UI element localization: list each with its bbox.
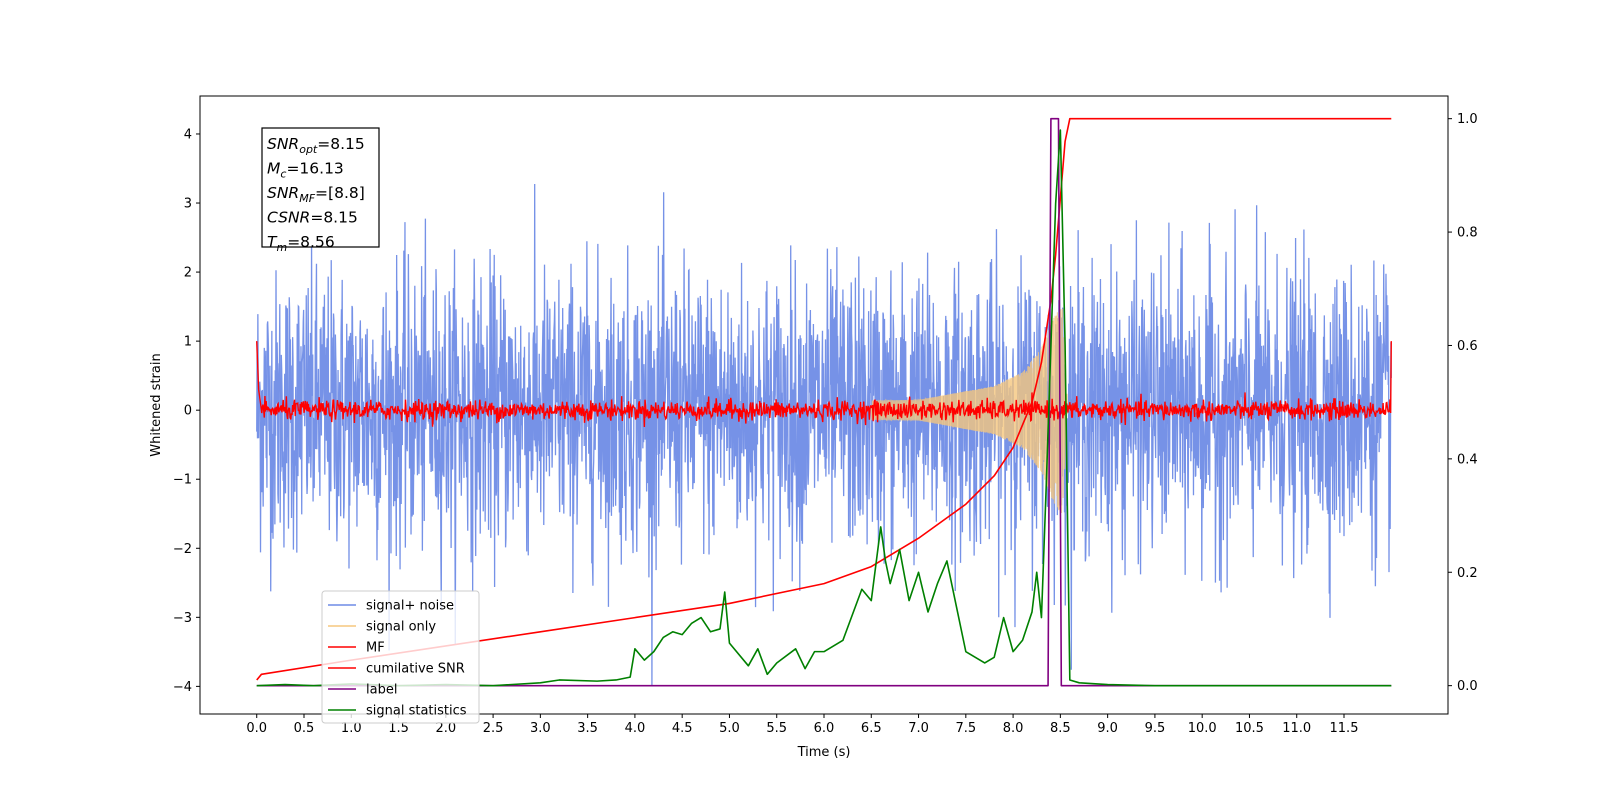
ticks-layer: 0.0 0.5 1.0 1.5 2.0 2.5 3.0 3.5 4.0 4.5 5.0 5.5 6.0 6… [173,112,1478,736]
legend-entry: signal only [366,620,436,635]
x-tick-label: 10.0 [1188,721,1217,736]
legend: signal+ noise signal only MF cumilative SNR… [321,590,480,724]
x-tick-label: 3.5 [577,721,598,736]
x-tick-label: 2.5 [483,721,504,736]
x-tick-label: 4.0 [625,721,646,736]
annotation-box: SNRopt=8.15 Mc=16.13 SNRMF=[8.8] CSNR=8.15 T… [261,127,380,254]
y-axis-label: Whitened strain [149,353,164,456]
x-tick-label: 9.0 [1097,721,1118,736]
series-signal-statistics-line [256,129,1392,687]
x-tick-label: 8.0 [1003,721,1024,736]
legend-entry: signal statistics [366,704,467,719]
y-tick-label: 1 [184,335,192,350]
x-tick-label: 0.5 [294,721,315,736]
legend-entry: label [366,683,397,698]
y-tick-label: −3 [173,611,192,626]
y2-tick-label: 1.0 [1457,112,1478,127]
legend-entry: MF [366,641,385,656]
x-tick-label: 0.0 [246,721,267,736]
y-tick-label: −2 [173,542,192,557]
x-axis-label: Time (s) [797,745,851,760]
x-tick-label: 8.5 [1050,721,1071,736]
legend-entry: signal+ noise [366,599,454,614]
annotation-line: SNRMF=[8.8] [267,184,365,205]
annotation-line: SNRopt=8.15 [267,135,365,156]
x-tick-label: 11.0 [1282,721,1311,736]
y-tick-label: −4 [173,680,192,695]
series-label-line [256,117,1392,687]
x-tick-label: 11.5 [1330,721,1359,736]
x-tick-label: 7.5 [955,721,976,736]
x-tick-label: 1.5 [388,721,409,736]
x-tick-label: 9.5 [1145,721,1166,736]
x-tick-label: 6.5 [861,721,882,736]
y-tick-label: 2 [184,266,192,281]
y2-tick-label: 0.2 [1457,566,1478,581]
legend-entry: cumilative SNR [366,662,465,677]
y-tick-label: −1 [173,473,192,488]
series-mf-line [256,341,1392,428]
annotation-line: CSNR=8.15 [267,209,358,227]
x-tick-label: 5.5 [766,721,787,736]
x-tick-label: 3.0 [530,721,551,736]
x-tick-label: 10.5 [1235,721,1264,736]
x-tick-label: 6.0 [814,721,835,736]
y2-tick-label: 0.0 [1457,679,1478,694]
x-tick-label: 5.0 [719,721,740,736]
y-tick-label: 4 [184,127,192,142]
x-tick-label: 2.0 [435,721,456,736]
y2-tick-label: 0.8 [1457,226,1478,241]
x-tick-label: 1.0 [341,721,362,736]
legend-frame [321,590,480,724]
y2-tick-label: 0.6 [1457,339,1478,354]
annotation-frame [261,127,380,248]
annotation-line: Tm=8.56 [267,233,335,254]
y-tick-label: 0 [184,404,192,419]
y-tick-label: 3 [184,197,192,212]
y2-tick-label: 0.4 [1457,452,1478,467]
x-tick-label: 4.5 [672,721,693,736]
annotation-line: Mc=16.13 [267,160,344,181]
x-tick-label: 7.0 [908,721,929,736]
